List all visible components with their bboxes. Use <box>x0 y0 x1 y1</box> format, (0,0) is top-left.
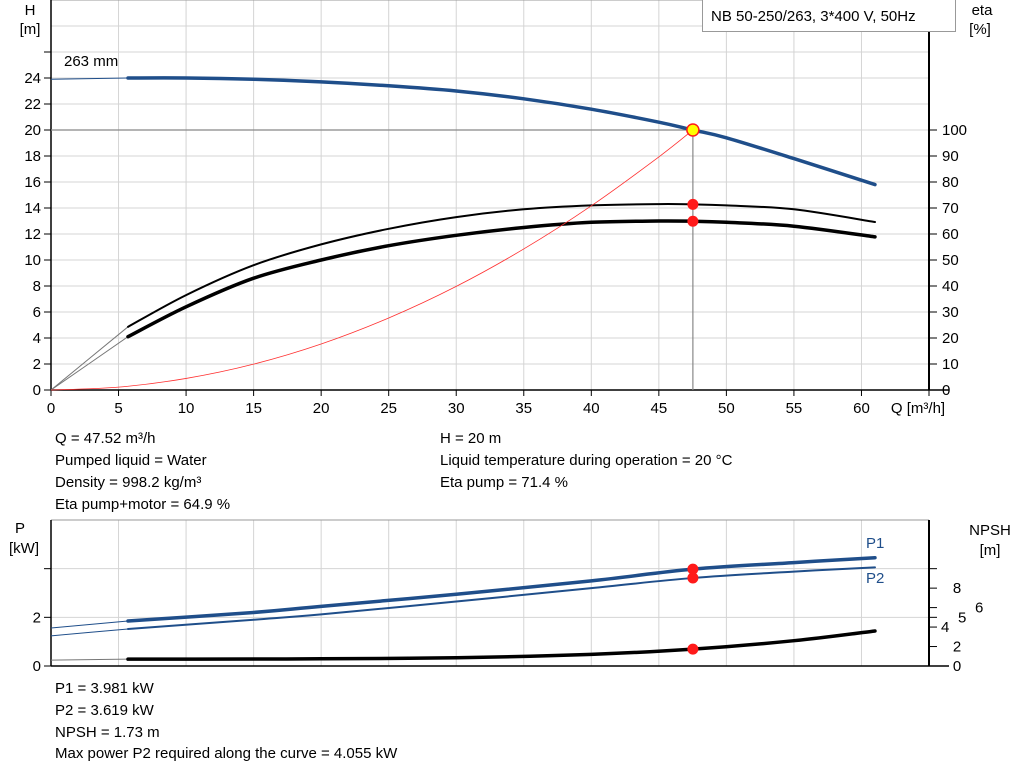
pump-title-box: NB 50-250/263, 3*400 V, 50Hz <box>702 0 956 32</box>
x-tick-label: 55 <box>786 400 803 417</box>
x-tick-label: 30 <box>448 400 465 417</box>
x-axis-label: Q [m³/h] <box>891 400 945 417</box>
panel0-y2-tick-label: 20 <box>942 330 959 347</box>
panel0-y-tick-label: 6 <box>33 304 41 321</box>
p2-curve <box>126 566 876 631</box>
x-tick-label: 45 <box>651 400 668 417</box>
eta-pump-duty-marker <box>687 198 699 210</box>
x-tick-label: 10 <box>178 400 195 417</box>
p1-curve-label: P1 <box>866 535 884 552</box>
info-q: Q = 47.52 m³/h <box>55 430 156 447</box>
system-curve-curve <box>50 129 694 391</box>
panel0-y2-tick-label: 100 <box>942 122 967 139</box>
x-tick-label: 0 <box>47 400 55 417</box>
panel1-y-label: P <box>15 520 25 537</box>
x-tick-label: 15 <box>245 400 262 417</box>
panel0-y-tick-label: 24 <box>24 70 41 87</box>
panel0-y2-unit: [%] <box>969 21 991 38</box>
panel1-y-unit: [kW] <box>9 540 39 557</box>
p2-duty-marker <box>687 572 699 584</box>
npsh-duty-marker <box>687 643 699 655</box>
x-tick-label: 60 <box>853 400 870 417</box>
panel0-y-tick-label: 2 <box>33 356 41 373</box>
impeller-diameter-label: 263 mm <box>64 53 119 70</box>
panel1-y2-label: NPSH <box>969 522 1011 539</box>
eta-pump-curve-extension <box>50 326 129 391</box>
panel0-y2-tick-label: 30 <box>942 304 959 321</box>
panel0-y-tick-label: 4 <box>33 330 41 347</box>
panel0-y2-tick-label: 10 <box>942 356 959 373</box>
panel0-y-tick-label: 20 <box>24 122 41 139</box>
info-temperature: Liquid temperature during operation = 20… <box>440 452 733 469</box>
info-h: H = 20 m <box>440 430 502 447</box>
panel0-y2-tick-label: 40 <box>942 278 959 295</box>
panel0-y-unit: [m] <box>20 21 41 38</box>
panel1-y2-tick-label: 4 <box>941 619 949 636</box>
info-eta-pump-motor: Eta pump+motor = 64.9 % <box>55 496 231 513</box>
p2-curve-extension <box>50 628 129 637</box>
panel0-y-tick-label: 12 <box>24 226 41 243</box>
panel0-y-tick-label: 14 <box>24 200 41 217</box>
panel0-y-label: H <box>25 2 36 19</box>
eta-pump-curve <box>126 203 876 328</box>
x-tick-label: 20 <box>313 400 330 417</box>
panel0-y2-tick-label: 50 <box>942 252 959 269</box>
panel0-y-tick-label: 18 <box>24 148 41 165</box>
panel0-y-tick-label: 8 <box>33 278 41 295</box>
x-tick-label: 40 <box>583 400 600 417</box>
panel1-y-tick-label: 0 <box>33 658 41 675</box>
panel1-y-tick-label: 2 <box>33 609 41 626</box>
panel0-y-tick-label: 0 <box>33 382 41 399</box>
head-curve-extension <box>50 77 129 80</box>
panel0-y2-tick-label: 80 <box>942 174 959 191</box>
info-liquid: Pumped liquid = Water <box>55 452 207 469</box>
panel1-y2-tick-label: 5 <box>958 609 966 626</box>
panel0-y-tick-label: 16 <box>24 174 41 191</box>
x-tick-label: 50 <box>718 400 735 417</box>
panel1-y2-tick-label: 8 <box>953 580 961 597</box>
p1-curve <box>126 555 877 623</box>
panel0-y2-label: eta <box>972 2 994 19</box>
x-tick-label: 25 <box>380 400 397 417</box>
info-p1: P1 = 3.981 kW <box>55 680 154 697</box>
panel0-y2-tick-label: 90 <box>942 148 959 165</box>
panel1-y2-tick-label: 0 <box>953 658 961 675</box>
info-eta-pump: Eta pump = 71.4 % <box>440 474 568 491</box>
panel0-y2-tick-label: 0 <box>942 382 950 399</box>
p2-curve-label: P2 <box>866 570 884 587</box>
panel0-y-tick-label: 10 <box>24 252 41 269</box>
panel0-y-tick-label: 22 <box>24 96 41 113</box>
eta-pump-motor-duty-marker <box>687 215 699 227</box>
panel1-y2-tick-label: 6 <box>975 600 983 617</box>
npsh-curve <box>126 629 877 661</box>
x-tick-label: 5 <box>114 400 122 417</box>
eta-pump-motor-curve <box>126 219 877 339</box>
panel1-y2-tick-label: 2 <box>953 639 961 656</box>
info-density: Density = 998.2 kg/m³ <box>55 474 202 491</box>
npsh-curve-extension <box>50 658 129 661</box>
info-max-power: Max power P2 required along the curve = … <box>55 745 398 762</box>
panel0-y2-tick-label: 60 <box>942 226 959 243</box>
x-tick-label: 35 <box>515 400 532 417</box>
p1-duty-marker <box>687 563 699 575</box>
duty-point-marker <box>686 123 700 137</box>
panel1-y2-unit: [m] <box>980 542 1001 559</box>
pump-title: NB 50-250/263, 3*400 V, 50Hz <box>711 8 916 25</box>
p1-curve-extension <box>50 620 129 629</box>
panel0-y2-tick-label: 70 <box>942 200 959 217</box>
eta-pump-motor-curve-extension <box>50 336 129 391</box>
info-p2: P2 = 3.619 kW <box>55 702 154 719</box>
head-curve <box>126 76 877 187</box>
info-npsh: NPSH = 1.73 m <box>55 724 160 741</box>
